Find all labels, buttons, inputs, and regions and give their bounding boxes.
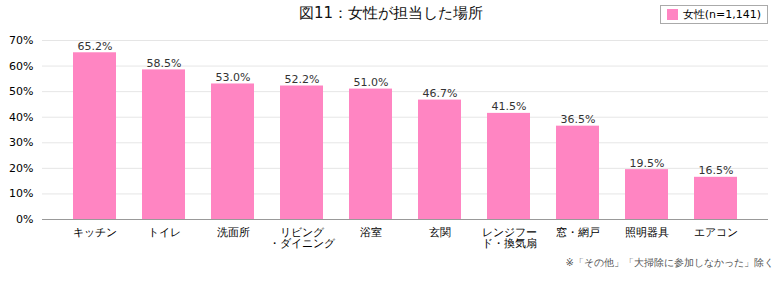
svg-text:エアコン: エアコン [694, 226, 738, 239]
svg-text:キッチン: キッチン [73, 226, 117, 239]
svg-text:レンジフード・換気扇: レンジフード・換気扇 [482, 226, 537, 250]
svg-text:65.2%: 65.2% [78, 40, 113, 53]
svg-text:52.2%: 52.2% [285, 73, 320, 86]
svg-text:洗面所: 洗面所 [217, 226, 250, 239]
svg-text:リビング・ダイニング: リビング・ダイニング [269, 226, 336, 250]
svg-text:16.5%: 16.5% [699, 164, 734, 177]
svg-text:60%: 60% [9, 60, 33, 73]
svg-text:50%: 50% [9, 85, 33, 98]
svg-text:70%: 70% [9, 34, 33, 47]
svg-text:照明器具: 照明器具 [625, 226, 669, 239]
svg-text:30%: 30% [9, 136, 33, 149]
html-text:女性(n=1,141): 女性(n=1,141) [682, 8, 761, 21]
svg-text:40%: 40% [9, 111, 33, 124]
svg-text:46.7%: 46.7% [423, 87, 458, 100]
svg-text:41.5%: 41.5% [492, 100, 527, 113]
svg-text:窓・網戸: 窓・網戸 [556, 226, 600, 239]
svg-text:0%: 0% [16, 213, 33, 226]
svg-text:トイレ: トイレ [148, 226, 181, 239]
svg-text:51.0%: 51.0% [354, 76, 389, 89]
html-text:※「その他」「大掃除に参加しなかった」除く: ※「その他」「大掃除に参加しなかった」除く [565, 257, 774, 268]
html-text:図11：女性が担当した場所: 図11：女性が担当した場所 [299, 4, 483, 22]
svg-text:20%: 20% [9, 162, 33, 175]
svg-text:10%: 10% [9, 187, 33, 200]
svg-text:19.5%: 19.5% [630, 157, 665, 170]
svg-text:玄関: 玄関 [429, 226, 451, 239]
svg-text:36.5%: 36.5% [561, 113, 596, 126]
svg-text:53.0%: 53.0% [216, 71, 251, 84]
svg-text:浴室: 浴室 [360, 226, 382, 239]
svg-text:58.5%: 58.5% [147, 57, 182, 70]
